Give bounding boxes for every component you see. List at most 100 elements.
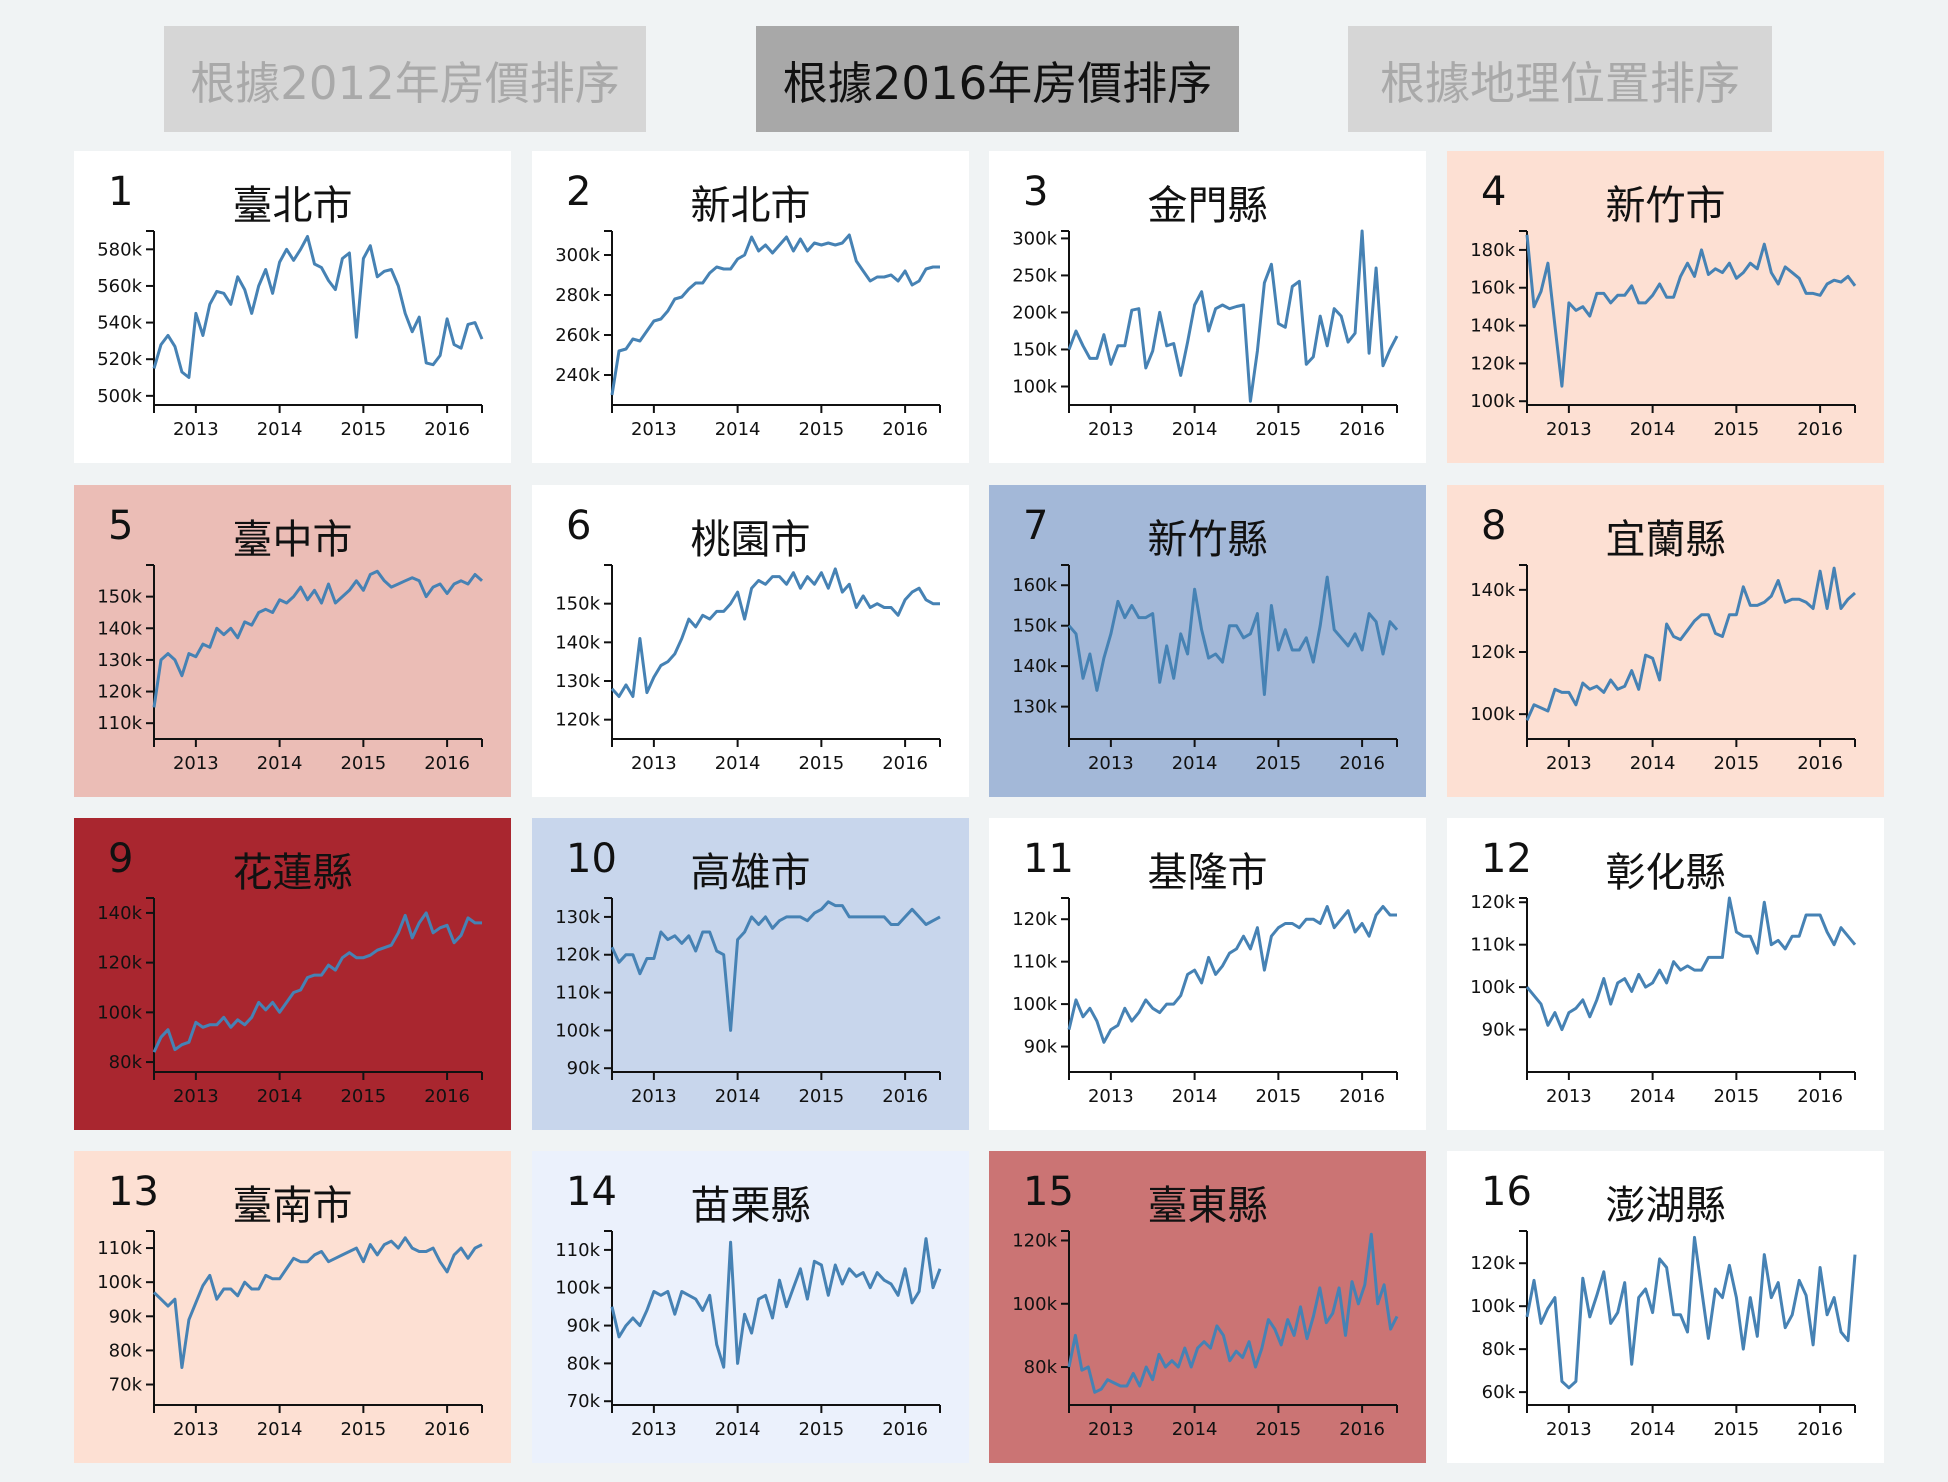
x-tick-label: 2015 [1255, 753, 1301, 774]
rank-number: 2 [566, 169, 592, 215]
x-tick-label: 2016 [1797, 419, 1843, 440]
x-tick-label: 2016 [882, 1419, 928, 1440]
y-tick-label: 120k [1470, 353, 1515, 374]
x-tick-label: 2015 [1255, 1086, 1301, 1107]
x-tick-label: 2013 [1088, 419, 1134, 440]
x-tick-label: 2015 [798, 1086, 844, 1107]
series-line [610, 233, 940, 396]
y-tick-label: 100k [1470, 391, 1515, 412]
chart-title: 花蓮縣 [232, 850, 353, 896]
rank-number: 15 [1023, 1169, 1074, 1215]
axes: 80k 100k 120k 140k 2013 2014 2015 2016 [97, 897, 483, 1107]
axes: 90k 100k 110k 120k 130k 2013 2014 2015 2016 [555, 897, 941, 1107]
y-tick-label: 90k [567, 1058, 601, 1079]
y-tick-label: 150k [1012, 339, 1057, 360]
y-tick-label: 150k [555, 594, 600, 615]
y-tick-label: 120k [1470, 642, 1515, 663]
rank-number: 3 [1023, 169, 1049, 215]
x-tick-label: 2016 [424, 1419, 470, 1440]
y-tick-label: 280k [555, 285, 600, 306]
chart-title: 彰化縣 [1605, 850, 1726, 896]
series-line [610, 567, 940, 698]
y-tick-label: 60k [1482, 1382, 1516, 1403]
x-tick-label: 2016 [1339, 419, 1385, 440]
rank-number: 7 [1023, 503, 1049, 549]
chart-title: 臺東縣 [1147, 1183, 1268, 1229]
rank-number: 9 [108, 836, 134, 882]
y-tick-label: 120k [1012, 1230, 1057, 1251]
series-line [152, 235, 484, 379]
x-tick-label: 2013 [631, 1086, 677, 1107]
x-tick-label: 2013 [1088, 1419, 1134, 1440]
y-tick-label: 100k [97, 1002, 142, 1023]
chart-title: 高雄市 [690, 850, 811, 896]
chart-panel[interactable]: 4 新竹市 100k 120k 140k 160k 180k 2013 2014 2015 2016 [1447, 151, 1884, 463]
line-chart: 120k 130k 140k 150k 2013 2014 2015 2016 [555, 564, 941, 774]
x-tick-label: 2014 [257, 419, 303, 440]
chart-panel[interactable]: 3 金門縣 100k 150k 200k 250k 300k 2013 2014 2015 2016 [989, 151, 1426, 463]
chart-panel[interactable]: 12 彰化縣 90k 100k 110k 120k 2013 2014 2015 2016 [1447, 818, 1884, 1130]
chart-title: 新竹縣 [1147, 517, 1268, 563]
chart-panel[interactable]: 5 臺中市 110k 120k 130k 140k 150k 2013 2014 2015 2016 [74, 485, 511, 797]
chart-panel[interactable]: 14 苗栗縣 70k 80k 90k 100k 110k 2013 2014 2015 2016 [532, 1151, 969, 1463]
x-tick-label: 2014 [715, 1086, 761, 1107]
x-tick-label: 2015 [340, 1419, 386, 1440]
series-line [1067, 575, 1399, 696]
x-tick-label: 2016 [1797, 753, 1843, 774]
x-tick-label: 2016 [1339, 1086, 1385, 1107]
sort-button-geography[interactable]: 根據地理位置排序 [1348, 26, 1772, 132]
x-tick-label: 2014 [1630, 753, 1676, 774]
rank-number: 10 [566, 836, 617, 882]
chart-panel[interactable]: 1 臺北市 500k 520k 540k 560k 580k 2013 2014 2015 2016 [74, 151, 511, 463]
chart-title: 桃園市 [690, 517, 811, 563]
x-tick-label: 2016 [424, 1086, 470, 1107]
y-tick-label: 560k [97, 276, 142, 297]
rank-number: 1 [108, 169, 134, 215]
rank-number: 13 [108, 1169, 159, 1215]
x-tick-label: 2016 [1339, 1419, 1385, 1440]
y-tick-label: 100k [1012, 1294, 1057, 1315]
y-tick-label: 100k [1470, 1296, 1515, 1317]
x-tick-label: 2014 [257, 1419, 303, 1440]
line-chart: 60k 80k 100k 120k 2013 2014 2015 2016 [1470, 1230, 1857, 1440]
y-tick-label: 120k [555, 710, 600, 731]
series-line [1067, 905, 1397, 1044]
chart-panel[interactable]: 16 澎湖縣 60k 80k 100k 120k 2013 2014 2015 2016 [1447, 1151, 1884, 1463]
axes: 60k 80k 100k 120k 2013 2014 2015 2016 [1470, 1230, 1856, 1440]
line-chart: 90k 100k 110k 120k 130k 2013 2014 2015 2016 [555, 897, 941, 1107]
y-tick-label: 110k [1012, 952, 1057, 973]
chart-panel[interactable]: 11 基隆市 90k 100k 110k 120k 2013 2014 2015 2016 [989, 818, 1426, 1130]
y-tick-label: 180k [1470, 240, 1515, 261]
sort-button-2016[interactable]: 根據2016年房價排序 [756, 26, 1239, 132]
chart-panel[interactable]: 13 臺南市 70k 80k 90k 100k 110k 2013 2014 2015 2016 [74, 1151, 511, 1463]
y-tick-label: 100k [555, 1020, 600, 1041]
y-tick-label: 140k [1470, 580, 1515, 601]
chart-title: 新北市 [690, 183, 811, 229]
x-tick-label: 2013 [173, 1419, 219, 1440]
y-tick-label: 140k [555, 632, 600, 653]
y-tick-label: 500k [97, 386, 142, 407]
series-line [610, 900, 941, 1032]
chart-panel[interactable]: 8 宜蘭縣 100k 120k 140k 2013 2014 2015 2016 [1447, 485, 1884, 797]
chart-title: 新竹市 [1605, 183, 1726, 229]
y-tick-label: 140k [97, 618, 142, 639]
y-tick-label: 90k [1024, 1037, 1058, 1058]
y-tick-label: 100k [1470, 977, 1515, 998]
x-tick-label: 2016 [1797, 1086, 1843, 1107]
y-tick-label: 130k [555, 907, 600, 928]
axes: 90k 100k 110k 120k 2013 2014 2015 2016 [1012, 897, 1398, 1107]
chart-panel[interactable]: 15 臺東縣 80k 100k 120k 2013 2014 2015 2016 [989, 1151, 1426, 1463]
series-line [152, 1236, 483, 1369]
axes: 130k 140k 150k 160k 2013 2014 2015 2016 [1012, 564, 1398, 774]
chart-panel[interactable]: 10 高雄市 90k 100k 110k 120k 130k 2013 2014 2015 2016 [532, 818, 969, 1130]
chart-panel[interactable]: 6 桃園市 120k 130k 140k 150k 2013 2014 2015 2016 [532, 485, 969, 797]
chart-panel[interactable]: 2 新北市 240k 260k 280k 300k 2013 2014 2015 2016 [532, 151, 969, 463]
chart-panel[interactable]: 9 花蓮縣 80k 100k 120k 140k 2013 2014 2015 2016 [74, 818, 511, 1130]
y-tick-label: 90k [567, 1316, 601, 1337]
sort-button-2012[interactable]: 根據2012年房價排序 [164, 26, 646, 132]
x-tick-label: 2016 [424, 419, 470, 440]
x-tick-label: 2016 [424, 753, 470, 774]
rank-number: 11 [1023, 836, 1074, 882]
y-tick-label: 100k [1012, 994, 1057, 1015]
chart-panel[interactable]: 7 新竹縣 130k 140k 150k 160k 2013 2014 2015 2016 [989, 485, 1426, 797]
